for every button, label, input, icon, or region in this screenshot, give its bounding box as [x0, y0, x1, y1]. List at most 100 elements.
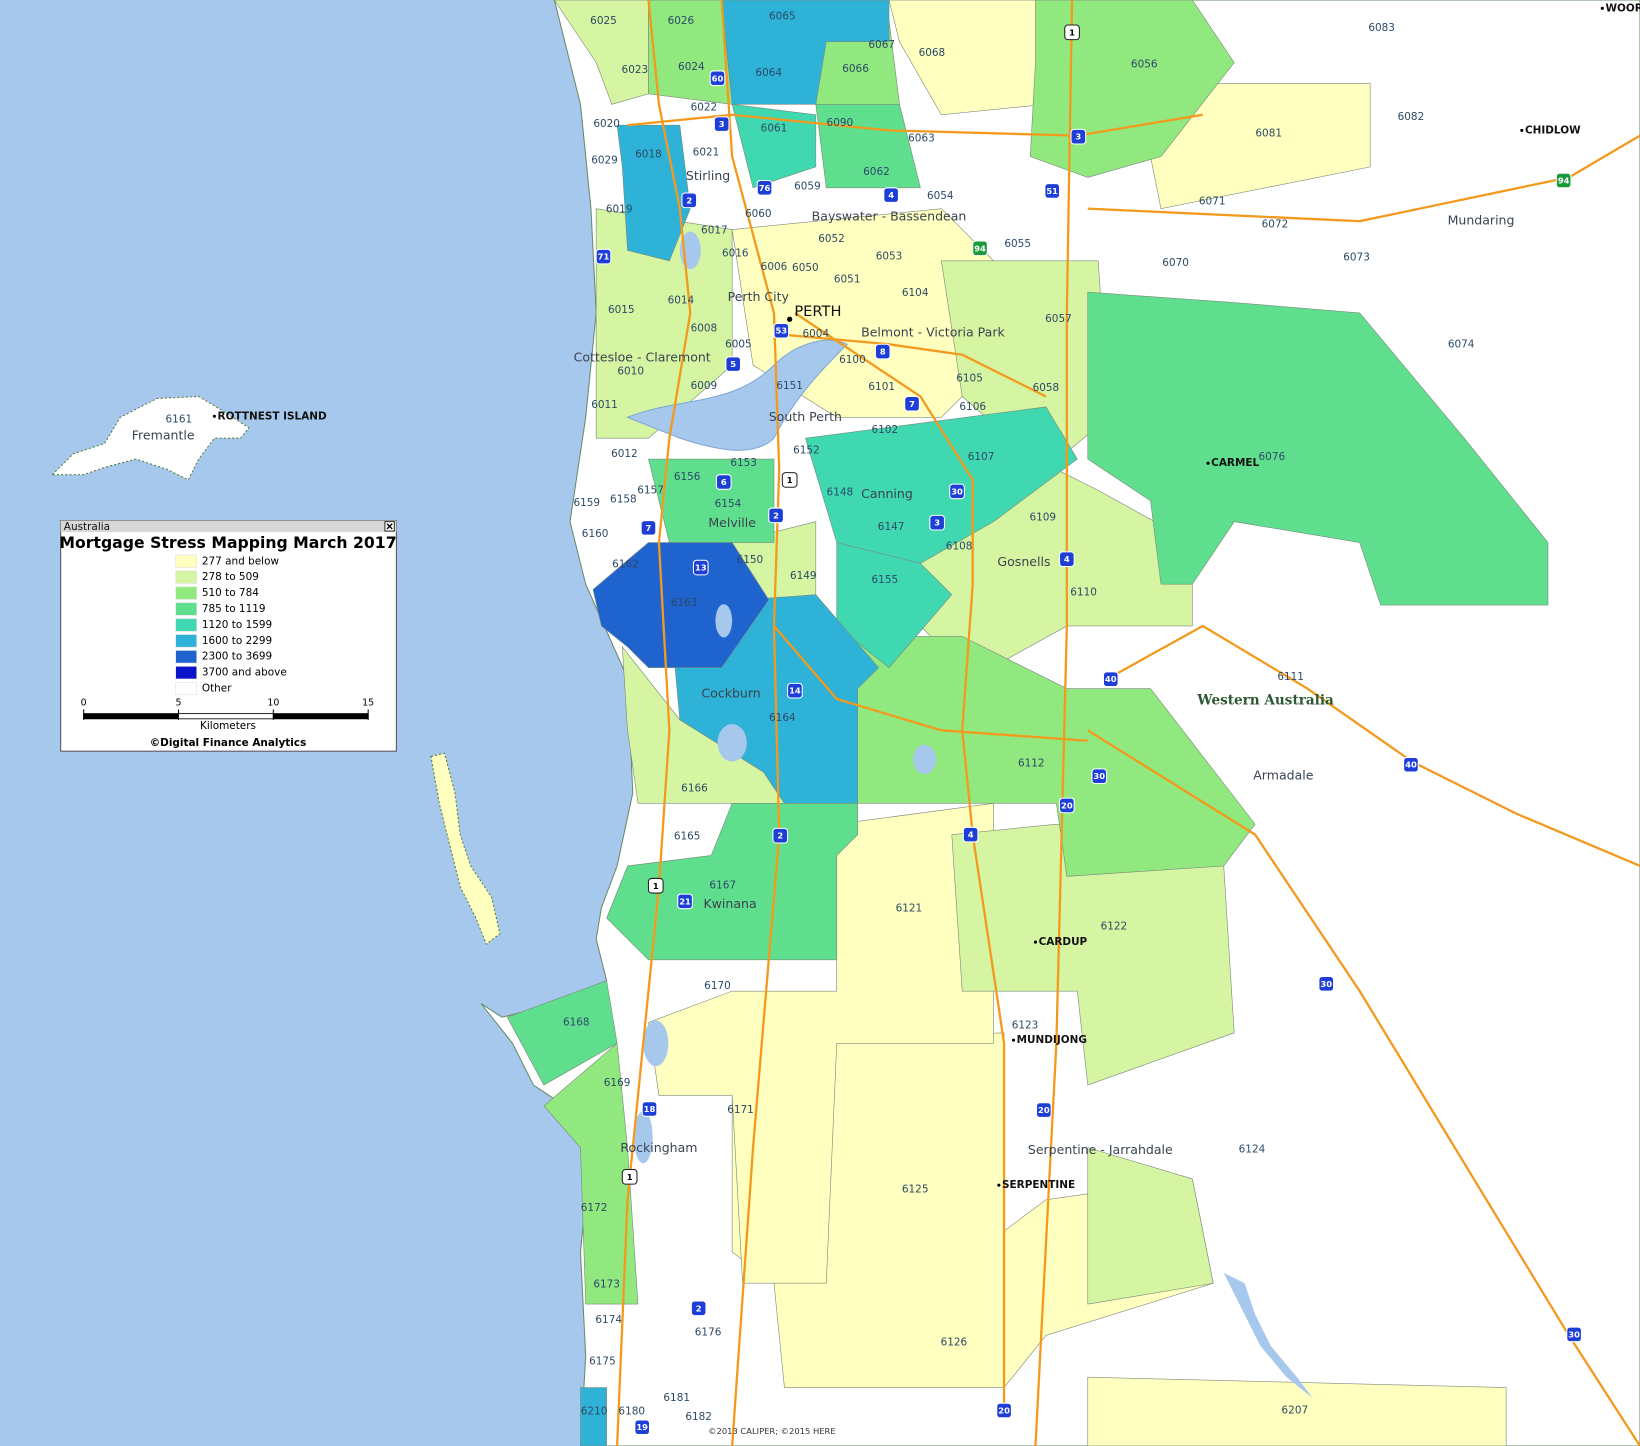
- postcode-label: 6067: [868, 39, 895, 51]
- route-shield: [929, 514, 945, 531]
- postcode-label: 6021: [693, 146, 720, 158]
- town-label: CARDUP: [1039, 936, 1088, 948]
- postcode-label: 6157: [637, 484, 664, 496]
- postcode-label: 6148: [827, 486, 854, 498]
- postcode-label: 6023: [622, 64, 649, 76]
- postcode-label: 6074: [1448, 338, 1475, 350]
- route-shield: [1044, 183, 1061, 199]
- postcode-label: 6051: [834, 274, 861, 286]
- postcode-label: 6168: [563, 1016, 590, 1028]
- postcode-label: 6073: [1343, 252, 1370, 264]
- postcode-area: [721, 0, 890, 105]
- postcode-label: 6026: [668, 15, 695, 27]
- postcode-label: 6068: [919, 47, 946, 59]
- postcode-label: 6164: [769, 712, 796, 724]
- route-shield: [1102, 671, 1119, 688]
- attribution: ©2013 CALIPER; ©2015 HERE: [708, 1426, 835, 1436]
- postcode-label: 6110: [1070, 587, 1097, 599]
- legend-box: [60, 520, 397, 752]
- postcode-label: 6125: [902, 1183, 929, 1195]
- place-label: Armadale: [1253, 768, 1314, 783]
- route-shield: [690, 1300, 707, 1317]
- postcode-label: 6207: [1282, 1405, 1309, 1417]
- postcode-label: 6105: [956, 373, 983, 385]
- postcode-label: 6019: [606, 204, 633, 216]
- road: [627, 113, 1203, 137]
- postcode-label: 6024: [678, 61, 705, 73]
- route-number: 18: [644, 1104, 656, 1114]
- route-shield: [1403, 756, 1419, 773]
- legend-label: 1120 to 1599: [202, 619, 272, 631]
- route-shield: [595, 248, 612, 265]
- postcode-label: 6126: [941, 1337, 968, 1349]
- town-dot: [212, 414, 216, 418]
- route-shield: [1566, 1326, 1582, 1343]
- road: [773, 332, 1047, 398]
- route-shield: [768, 507, 784, 524]
- route-number: 2: [686, 195, 692, 205]
- postcode-label: 6159: [573, 497, 600, 509]
- route-shield: [640, 520, 657, 536]
- scale-tick-label: 15: [362, 698, 374, 709]
- legend-swatch: [175, 634, 197, 648]
- postcode-label: 6166: [681, 783, 708, 795]
- legend-title: Mortgage Stress Mapping March 2017: [59, 533, 396, 552]
- postcode-label: 6161: [166, 413, 193, 425]
- postcode-label: 6050: [792, 262, 819, 274]
- postcode-label: 6106: [959, 401, 986, 413]
- scale-tick-label: 10: [267, 698, 279, 709]
- close-button[interactable]: [384, 521, 395, 532]
- postcode-label: 6156: [674, 471, 701, 483]
- close-icon[interactable]: [386, 523, 393, 530]
- route-shield: [883, 187, 899, 203]
- town-label: CHIDLOW: [1525, 124, 1581, 136]
- postcode-label: 6010: [617, 365, 644, 377]
- town-dot: [1206, 461, 1210, 465]
- road: [1034, 0, 1074, 1446]
- postcode-label: 6012: [611, 448, 638, 460]
- postcode-label: 6153: [730, 457, 757, 469]
- legend-swatch: [175, 650, 197, 664]
- postcode-label: 6016: [722, 248, 749, 260]
- route-number: 2: [773, 510, 779, 520]
- route-shield: [962, 826, 979, 843]
- legend-label: 785 to 1119: [202, 603, 266, 615]
- postcode-label: 6025: [590, 15, 617, 27]
- route-number: 2: [777, 831, 783, 841]
- route-shield: [647, 877, 664, 894]
- legend-credit: ©Digital Finance Analytics: [150, 737, 307, 749]
- postcode-label: 6175: [589, 1356, 616, 1368]
- postcode-label: 6101: [868, 381, 895, 393]
- route-number: 21: [679, 896, 691, 906]
- route-number: 1: [627, 1172, 633, 1182]
- postcode-label: 6058: [1033, 382, 1060, 394]
- legend-swatch: [175, 666, 197, 680]
- route-number: 71: [598, 252, 610, 262]
- postcode-label: 6181: [663, 1392, 690, 1404]
- place-label: Stirling: [686, 168, 730, 183]
- postcode-label: 6165: [674, 831, 701, 843]
- postcode-label: 6059: [794, 181, 821, 193]
- route-number: 40: [1105, 674, 1117, 684]
- postcode-label: 6124: [1239, 1144, 1266, 1156]
- road: [615, 0, 692, 1446]
- legend-swatch: [175, 586, 197, 600]
- legend-swatch: [175, 682, 197, 696]
- route-shield: [787, 682, 803, 699]
- postcode-label: 6076: [1259, 451, 1286, 463]
- postcode-label: 6122: [1101, 920, 1128, 932]
- postcode-label: 6072: [1262, 218, 1289, 230]
- place-label: Belmont - Victoria Park: [861, 324, 1005, 339]
- postcode-label: 6060: [745, 208, 772, 220]
- postcode-label: 6180: [618, 1406, 645, 1418]
- legend-swatch: [175, 570, 197, 584]
- town-label: WOORO: [1605, 2, 1640, 14]
- lake: [643, 1020, 669, 1067]
- route-shield: [949, 483, 965, 500]
- legend-label: 278 to 509: [202, 571, 259, 583]
- place-label: Cottesloe - Claremont: [574, 349, 711, 364]
- town-label: SERPENTINE: [1002, 1179, 1075, 1191]
- route-shield: [1058, 797, 1075, 814]
- place-label: Cockburn: [701, 685, 760, 700]
- route-shield: [996, 1402, 1012, 1419]
